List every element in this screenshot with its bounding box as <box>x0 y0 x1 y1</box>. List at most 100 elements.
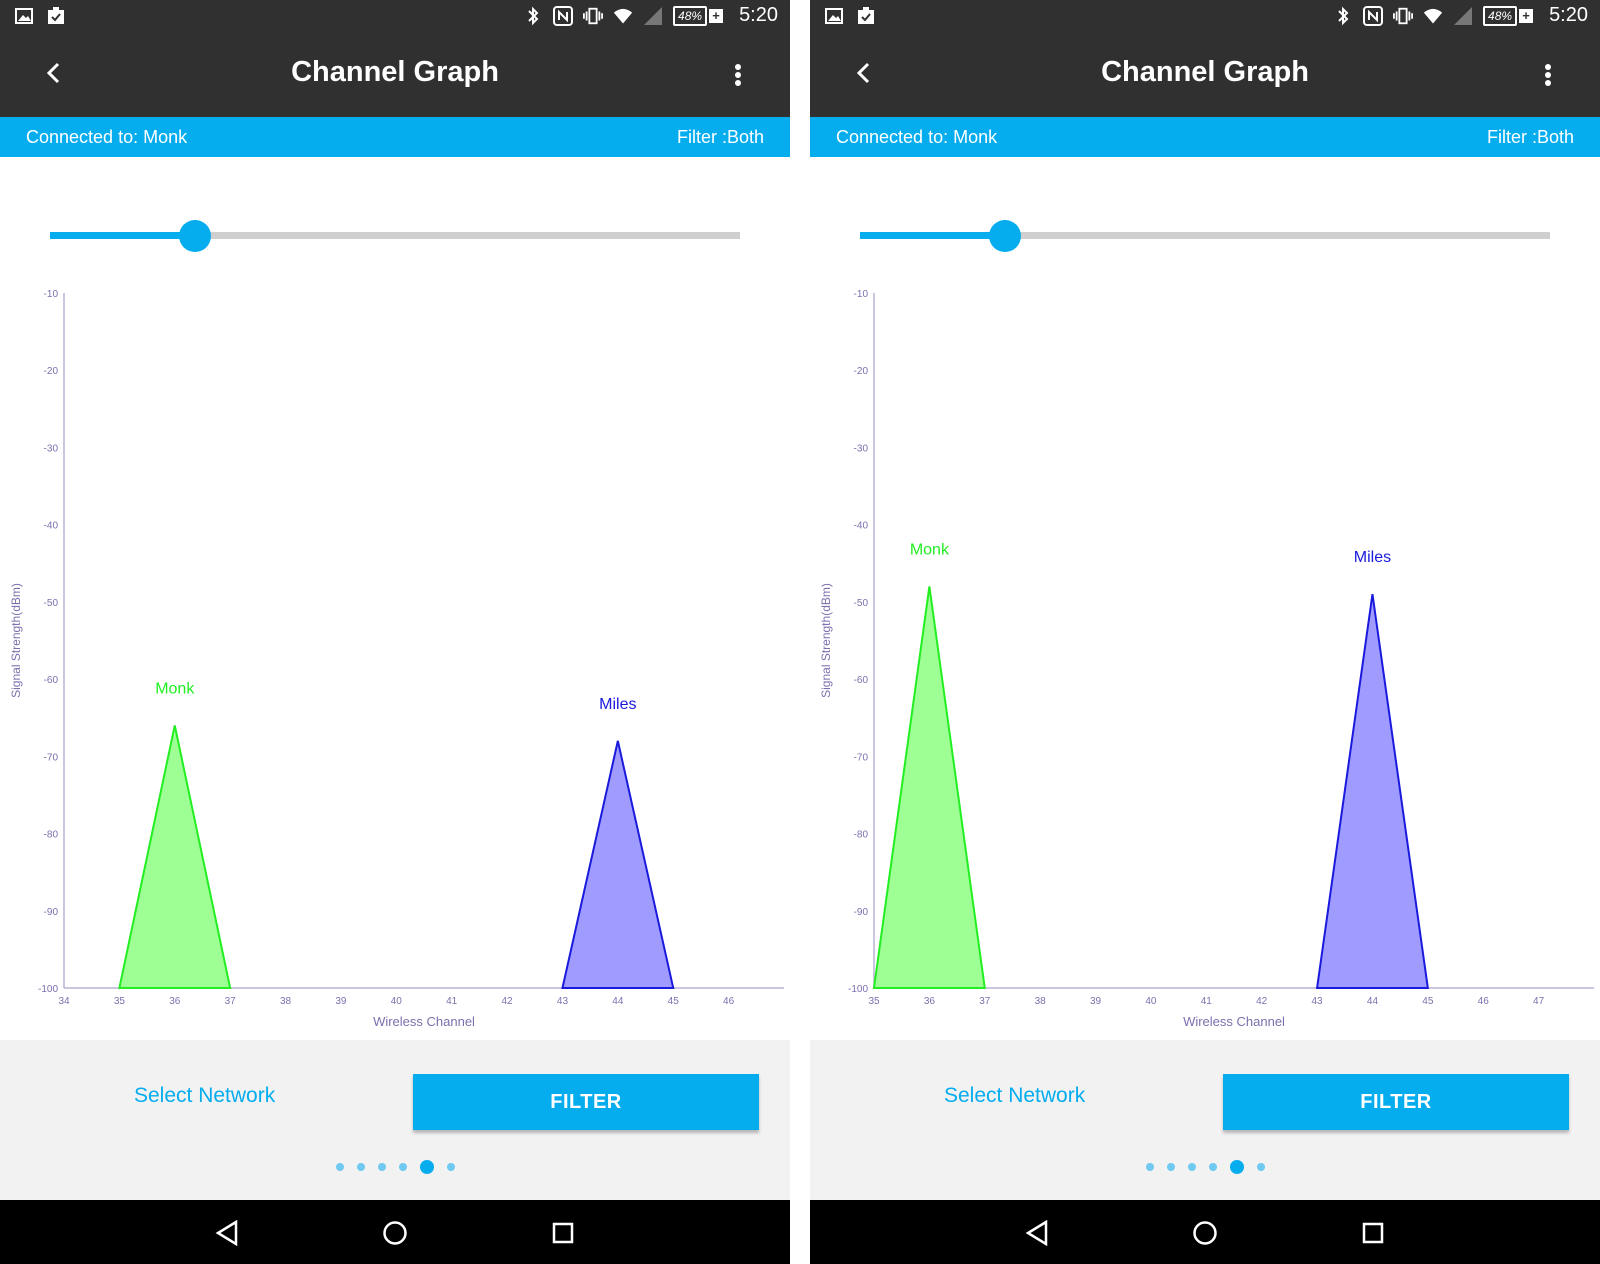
select-network-button[interactable]: Select Network <box>944 1084 1086 1107</box>
slider-thumb[interactable] <box>988 220 1021 252</box>
page-dot[interactable] <box>419 1160 434 1174</box>
page-dot[interactable] <box>446 1163 455 1171</box>
y-axis-label: Signal Strength(dBm) <box>819 583 833 698</box>
x-tick-label: 47 <box>1533 996 1545 1007</box>
page-dot[interactable] <box>1208 1163 1217 1171</box>
wifi-icon <box>1423 6 1443 26</box>
y-tick-label: -90 <box>854 907 869 918</box>
more-vertical-icon <box>735 64 741 86</box>
y-tick-label: -60 <box>854 675 869 686</box>
y-tick-label: -20 <box>44 366 59 377</box>
y-tick-label: -70 <box>44 752 59 763</box>
series-peak-miles <box>561 740 675 989</box>
nav-home-button[interactable] <box>380 1218 410 1248</box>
clipboard-check-icon <box>46 6 66 26</box>
bluetooth-icon <box>523 6 543 26</box>
x-tick-label: 36 <box>169 996 181 1007</box>
slider-thumb[interactable] <box>178 220 211 252</box>
x-tick-label: 35 <box>868 996 880 1007</box>
navigation-bar <box>810 1200 1600 1264</box>
x-tick-label: 41 <box>1201 996 1213 1007</box>
bottom-action-panel: Select Network FILTER <box>810 1040 1600 1200</box>
nfc-icon <box>553 5 574 26</box>
connection-info-bar: Connected to: Monk Filter :Both <box>0 117 790 157</box>
cell-signal-icon <box>1453 6 1473 26</box>
nav-recents-button[interactable] <box>548 1218 578 1248</box>
y-tick-label: -80 <box>44 830 59 841</box>
overflow-menu-button[interactable] <box>1536 58 1560 92</box>
series-peak-monk <box>118 725 232 989</box>
page-title: Channel Graph <box>291 56 499 88</box>
circle-home-icon <box>1193 1221 1217 1245</box>
x-tick-label: 38 <box>1035 996 1047 1007</box>
x-tick-label: 37 <box>225 996 237 1007</box>
more-vertical-icon <box>1545 64 1551 86</box>
filter-status-label: Filter :Both <box>1486 127 1574 147</box>
back-button[interactable] <box>36 56 70 90</box>
nav-recents-button[interactable] <box>1358 1218 1388 1248</box>
status-time: 5:20 <box>1549 4 1588 26</box>
x-tick-label: 40 <box>1145 996 1157 1007</box>
filter-button[interactable]: FILTER <box>413 1074 759 1130</box>
page-dot[interactable] <box>335 1163 344 1171</box>
triangle-back-icon <box>215 1220 238 1246</box>
connected-network-label: Connected to: Monk <box>836 127 998 147</box>
x-axis-label: Wireless Channel <box>373 1014 475 1029</box>
x-tick-label: 44 <box>612 996 624 1007</box>
chevron-left-icon <box>856 62 870 84</box>
x-tick-label: 35 <box>114 996 126 1007</box>
series-peak-miles <box>1315 594 1429 989</box>
app-bar: Channel Graph <box>810 34 1600 117</box>
x-tick-label: 38 <box>280 996 292 1007</box>
square-recents-icon <box>552 1222 574 1244</box>
page-dot[interactable] <box>1145 1163 1154 1171</box>
slider-fill <box>50 232 195 239</box>
bluetooth-icon <box>1333 6 1353 26</box>
y-tick-label: -10 <box>44 289 59 300</box>
page-indicator <box>0 1160 790 1174</box>
phone-screen-left: 48% + 5:20 Channel Graph Connected to: M… <box>0 0 790 1264</box>
nav-back-button[interactable] <box>212 1218 242 1248</box>
x-tick-label: 43 <box>1312 996 1324 1007</box>
y-tick-label: -80 <box>854 830 869 841</box>
nav-back-button[interactable] <box>1022 1218 1052 1248</box>
page-dot[interactable] <box>398 1163 407 1171</box>
page-dot[interactable] <box>1229 1160 1244 1174</box>
app-bar: Channel Graph <box>0 34 790 117</box>
y-tick-label: -60 <box>44 675 59 686</box>
overflow-menu-button[interactable] <box>726 58 750 92</box>
x-tick-label: 42 <box>1256 996 1268 1007</box>
y-axis-label: Signal Strength(dBm) <box>9 583 23 698</box>
select-network-button[interactable]: Select Network <box>134 1084 276 1107</box>
page-dot[interactable] <box>377 1163 386 1171</box>
square-recents-icon <box>1362 1222 1384 1244</box>
channel-range-slider[interactable] <box>50 220 740 252</box>
battery-level: 48% <box>673 5 708 26</box>
y-tick-label: -100 <box>848 984 868 995</box>
x-tick-label: 45 <box>668 996 680 1007</box>
channel-range-slider[interactable] <box>860 220 1550 252</box>
wifi-icon <box>613 6 633 26</box>
connected-network-label: Connected to: Monk <box>26 127 188 147</box>
page-dot[interactable] <box>1187 1163 1196 1171</box>
clipboard-check-icon <box>856 6 876 26</box>
slider-fill <box>860 232 1005 239</box>
page-dot[interactable] <box>1166 1163 1175 1171</box>
vibrate-icon <box>583 6 604 26</box>
image-icon <box>14 6 34 26</box>
y-tick-label: -50 <box>44 598 59 609</box>
x-axis-label: Wireless Channel <box>1183 1014 1285 1029</box>
filter-button[interactable]: FILTER <box>1223 1074 1569 1130</box>
back-button[interactable] <box>846 56 880 90</box>
page-dot[interactable] <box>1256 1163 1265 1171</box>
slider-track <box>860 232 1550 239</box>
nav-home-button[interactable] <box>1190 1218 1220 1248</box>
y-tick-label: -100 <box>38 984 58 995</box>
slider-track <box>50 232 740 239</box>
bottom-action-panel: Select Network FILTER <box>0 1040 790 1200</box>
status-bar: 48% + 5:20 <box>0 0 790 34</box>
charging-plus-icon: + <box>1519 8 1534 23</box>
connection-info-bar: Connected to: Monk Filter :Both <box>810 117 1600 157</box>
page-dot[interactable] <box>356 1163 365 1171</box>
